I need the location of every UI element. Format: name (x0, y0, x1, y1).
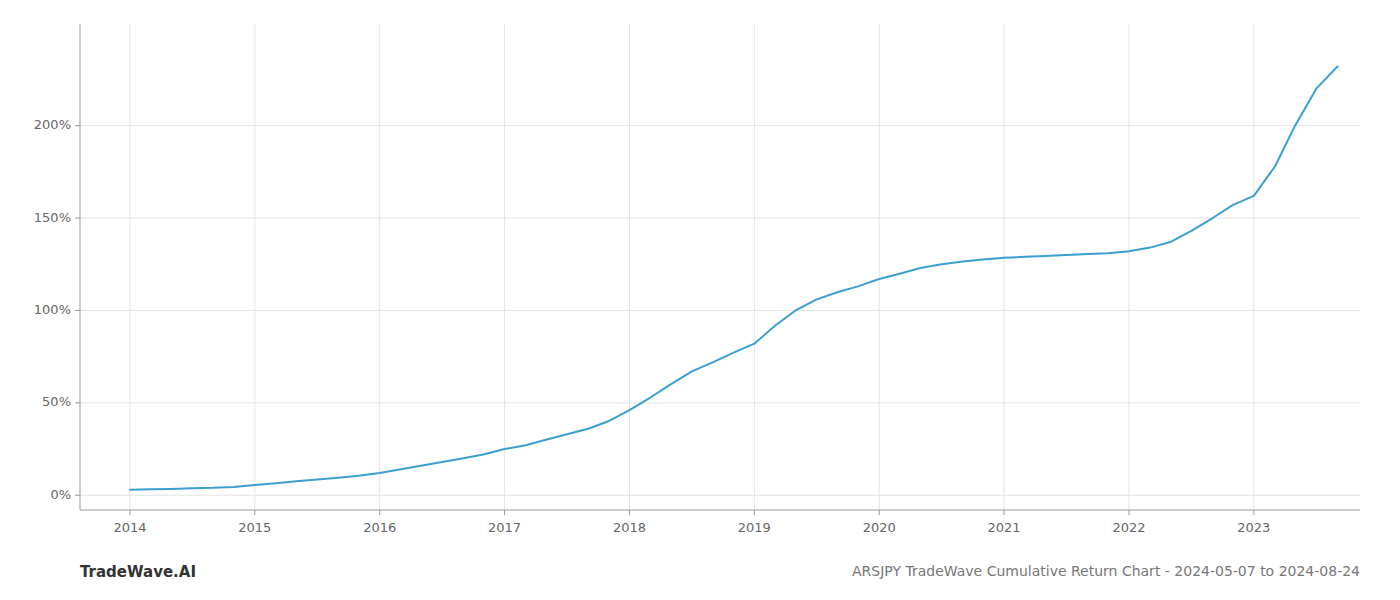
x-tick (379, 510, 380, 515)
x-tick-label: 2018 (613, 520, 646, 535)
x-tick-label: 2020 (863, 520, 896, 535)
x-grid-line (504, 24, 505, 510)
y-grid-line (80, 218, 1360, 219)
y-tick-label: 100% (34, 302, 71, 317)
y-grid-line (80, 402, 1360, 403)
x-axis-line (80, 510, 1360, 511)
x-tick-label: 2019 (738, 520, 771, 535)
x-grid-line (379, 24, 380, 510)
y-tick (75, 218, 80, 219)
chart-container: 0% 50% 100% 150% 200% 2014 2015 2016 2017 2018 201… (0, 0, 1400, 600)
y-tick (75, 402, 80, 403)
y-tick-label: 0% (50, 487, 71, 502)
x-grid-line (1004, 24, 1005, 510)
x-tick-label: 2015 (238, 520, 271, 535)
x-tick-label: 2014 (113, 520, 146, 535)
line (130, 67, 1338, 490)
y-tick-label: 50% (42, 394, 71, 409)
y-axis-line (80, 24, 81, 510)
x-tick-label: 2022 (1112, 520, 1145, 535)
y-tick (75, 125, 80, 126)
x-tick (504, 510, 505, 515)
x-grid-line (1128, 24, 1129, 510)
title: ARSJPY TradeWave Cumulative Return Chart… (852, 563, 1360, 579)
x-grid-line (1253, 24, 1254, 510)
background (0, 0, 1400, 600)
x-grid-line (254, 24, 255, 510)
y-tick (75, 310, 80, 311)
y-grid-line (80, 125, 1360, 126)
x-tick-label: 2016 (363, 520, 396, 535)
x-grid-line (754, 24, 755, 510)
watermark: TradeWave.AI (80, 563, 196, 581)
axes: 0% 50% 100% 150% 200% 2014 2015 2016 2017 2018 201… (34, 24, 1360, 535)
x-tick (629, 510, 630, 515)
grid (80, 24, 1360, 510)
y-tick-label: 150% (34, 210, 71, 225)
x-tick-label: 2021 (988, 520, 1021, 535)
x-tick (129, 510, 130, 515)
chart-svg: 0% 50% 100% 150% 200% 2014 2015 2016 2017 2018 201… (0, 0, 1400, 600)
x-tick (1128, 510, 1129, 515)
y-grid-line (80, 495, 1360, 496)
x-grid-line (879, 24, 880, 510)
x-tick-label: 2023 (1237, 520, 1270, 535)
y-tick-label: 200% (34, 117, 71, 132)
x-grid-line (129, 24, 130, 510)
x-tick-label: 2017 (488, 520, 521, 535)
x-tick (754, 510, 755, 515)
y-tick (75, 495, 80, 496)
x-tick (879, 510, 880, 515)
x-tick (1253, 510, 1254, 515)
x-tick (254, 510, 255, 515)
plot-area (130, 67, 1338, 490)
y-grid-line (80, 310, 1360, 311)
x-grid-line (629, 24, 630, 510)
x-tick (1004, 510, 1005, 515)
